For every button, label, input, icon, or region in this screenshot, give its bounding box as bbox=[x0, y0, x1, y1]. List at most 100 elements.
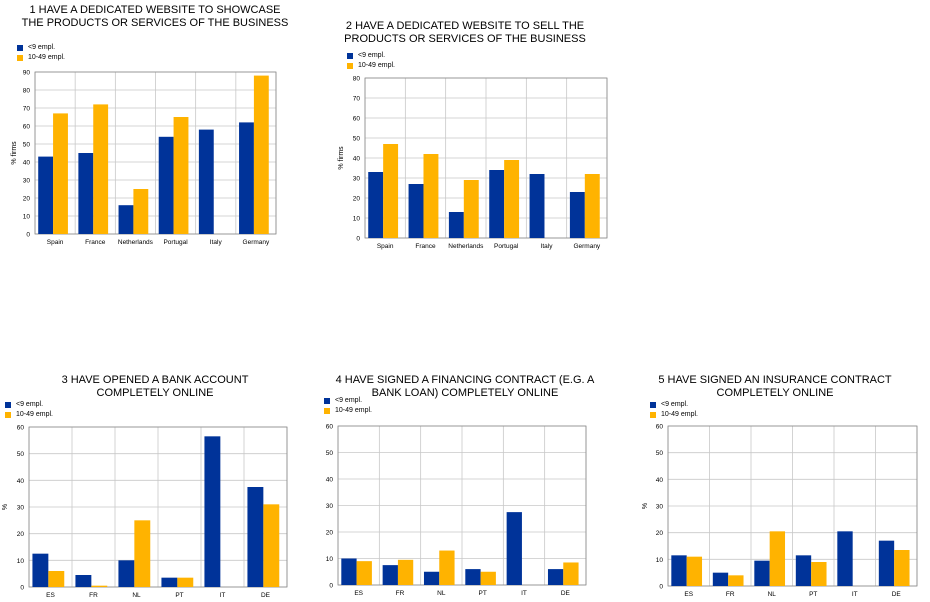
x-tick-label: NL bbox=[132, 592, 141, 599]
x-tick-label: Italy bbox=[541, 243, 554, 250]
y-tick-label: 0 bbox=[659, 584, 663, 591]
x-tick-label: FR bbox=[396, 590, 405, 597]
legend-label: 10-49 empl. bbox=[28, 54, 65, 61]
y-tick-label: 20 bbox=[326, 530, 334, 537]
y-tick-label: 20 bbox=[353, 196, 361, 203]
legend-label: 10-49 empl. bbox=[661, 411, 698, 418]
x-tick-label: PT bbox=[175, 592, 183, 599]
y-tick-label: 40 bbox=[17, 478, 25, 485]
x-tick-label: NL bbox=[437, 590, 446, 597]
legend-swatch bbox=[650, 402, 656, 408]
legend-swatch bbox=[650, 412, 656, 418]
chart-legend: <9 empl. 10-49 empl. bbox=[5, 400, 53, 420]
legend-label: <9 empl. bbox=[661, 401, 689, 408]
y-tick-label: 30 bbox=[23, 178, 31, 185]
bar bbox=[397, 559, 414, 585]
plot-area-border bbox=[364, 77, 608, 239]
y-tick-label: 40 bbox=[326, 477, 334, 484]
y-tick-label: 10 bbox=[656, 557, 664, 564]
x-tick-label: IT bbox=[220, 592, 226, 599]
bar bbox=[91, 585, 108, 587]
legend-swatch bbox=[17, 45, 23, 51]
legend-item: 10-49 empl. bbox=[17, 53, 65, 63]
x-tick-label: Germany bbox=[573, 243, 600, 250]
bar bbox=[728, 575, 744, 586]
x-tick-label: Germany bbox=[243, 239, 270, 246]
chart-title: 1 HAVE A DEDICATED WEBSITE TO SHOWCASE T… bbox=[21, 4, 289, 29]
y-tick-label: 60 bbox=[326, 424, 334, 431]
x-tick-label: FR bbox=[726, 591, 735, 598]
chart-legend: <9 empl. 10-49 empl. bbox=[17, 43, 65, 63]
chart-plot: 0 10 20 30 40 50 60 70 80 Spain France Netherlands P… bbox=[338, 76, 608, 250]
x-tick-label: Italy bbox=[210, 239, 223, 246]
x-tick-label: Portugal bbox=[163, 239, 188, 246]
legend-swatch bbox=[17, 55, 23, 61]
legend-item: <9 empl. bbox=[650, 400, 698, 410]
y-tick-label: 60 bbox=[656, 424, 664, 431]
bar bbox=[239, 122, 254, 234]
legend-label: <9 empl. bbox=[358, 52, 386, 59]
y-tick-label: 80 bbox=[353, 76, 361, 83]
chart-title: 5 HAVE SIGNED AN INSURANCE CONTRACT COMP… bbox=[658, 374, 892, 399]
x-tick-label: ES bbox=[46, 592, 55, 599]
chart-title: 4 HAVE SIGNED A FINANCING CONTRACT (E.G.… bbox=[335, 374, 595, 399]
legend-item: 10-49 empl. bbox=[650, 410, 698, 420]
x-tick-label: France bbox=[415, 243, 436, 250]
bar bbox=[173, 117, 189, 234]
plot-area-border bbox=[28, 426, 288, 588]
x-tick-label: DE bbox=[261, 592, 271, 599]
chart-plot: 0 10 20 30 40 50 60 ES FR NL PT IT DE% bbox=[642, 424, 918, 598]
bar bbox=[894, 550, 910, 586]
chart-panel-1: 1 HAVE A DEDICATED WEBSITE TO SHOWCASE T… bbox=[0, 0, 310, 260]
bar bbox=[480, 571, 496, 585]
bar bbox=[134, 520, 151, 587]
legend-swatch bbox=[5, 412, 11, 418]
bar bbox=[569, 192, 585, 238]
chart-title: 2 HAVE A DEDICATED WEBSITE TO SELL THE P… bbox=[344, 20, 586, 45]
legend-label: 10-49 empl. bbox=[16, 411, 53, 418]
bar bbox=[356, 561, 372, 585]
bar bbox=[465, 569, 481, 585]
y-tick-label: 80 bbox=[23, 88, 31, 95]
x-tick-label: IT bbox=[852, 591, 858, 598]
y-tick-label: 30 bbox=[656, 504, 664, 511]
bar bbox=[506, 512, 522, 585]
bar bbox=[53, 113, 68, 234]
bar bbox=[423, 154, 439, 238]
legend-label: <9 empl. bbox=[16, 401, 44, 408]
legend-item: <9 empl. bbox=[5, 400, 53, 410]
y-tick-label: 30 bbox=[17, 505, 25, 512]
x-tick-label: DE bbox=[561, 590, 571, 597]
chart-legend: <9 empl. 10-49 empl. bbox=[347, 51, 395, 71]
chart-panel-3: 3 HAVE OPENED A BANK ACCOUNT COMPLETELY … bbox=[0, 360, 310, 602]
x-tick-label: IT bbox=[521, 590, 527, 597]
legend-swatch bbox=[324, 398, 330, 404]
legend-item: <9 empl. bbox=[17, 43, 65, 53]
legend-item: 10-49 empl. bbox=[5, 410, 53, 420]
y-axis-title: % bbox=[2, 504, 9, 510]
plot-area-border bbox=[34, 71, 277, 235]
bar bbox=[263, 504, 280, 587]
y-tick-label: 0 bbox=[20, 585, 24, 592]
x-tick-label: Portugal bbox=[494, 243, 519, 250]
bar bbox=[504, 160, 520, 238]
bar bbox=[204, 436, 221, 587]
bar bbox=[177, 577, 194, 587]
y-tick-label: 60 bbox=[23, 124, 31, 131]
y-tick-label: 20 bbox=[656, 530, 664, 537]
bar bbox=[584, 174, 600, 238]
x-tick-label: Netherlands bbox=[118, 239, 154, 246]
y-tick-label: 10 bbox=[23, 214, 31, 221]
legend-swatch bbox=[324, 408, 330, 414]
chart-plot: 0 10 20 30 40 50 60 ES FR NL PT IT DE% bbox=[2, 425, 288, 599]
plot-area-border bbox=[667, 425, 918, 587]
bar bbox=[38, 156, 54, 234]
y-axis-title: % firms bbox=[11, 141, 18, 165]
chart-panel-4: 4 HAVE SIGNED A FINANCING CONTRACT (E.G.… bbox=[310, 360, 620, 602]
bar bbox=[795, 555, 812, 586]
bar bbox=[198, 129, 214, 234]
chart-plot: 0 10 20 30 40 50 60 70 80 90 Spain France Netherland… bbox=[11, 70, 277, 246]
y-tick-label: 50 bbox=[23, 142, 31, 149]
bar bbox=[118, 205, 134, 234]
legend-swatch bbox=[5, 402, 11, 408]
